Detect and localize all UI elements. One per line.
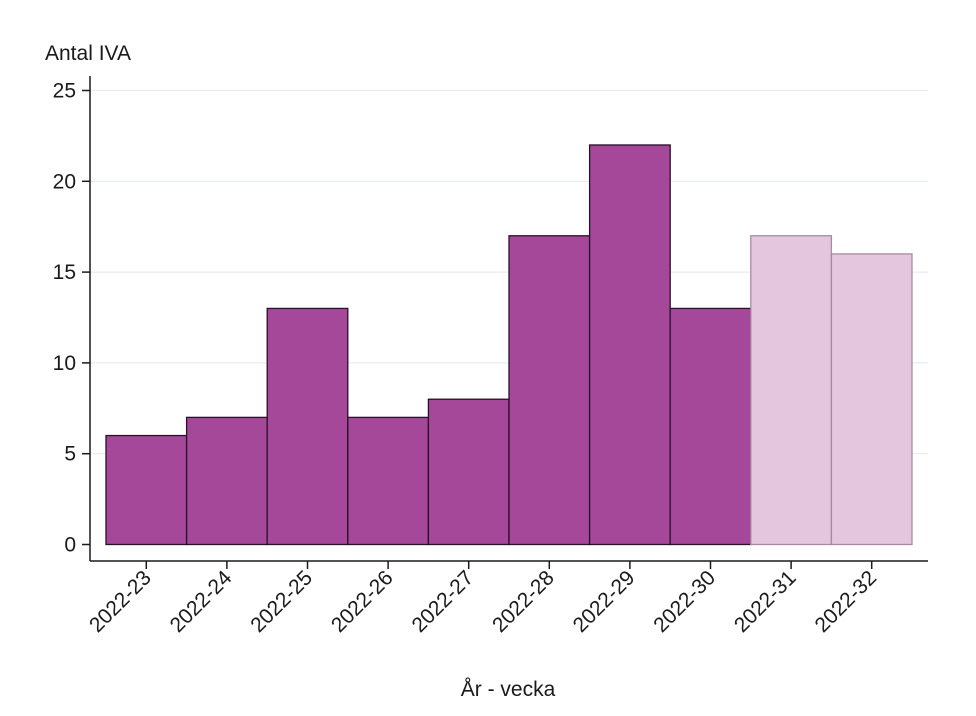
bar-preliminary <box>830 253 913 546</box>
x-tick-label: 2022-30 <box>649 566 720 637</box>
x-tick-label: 2022-31 <box>730 566 801 637</box>
x-tick-label: 2022-27 <box>407 566 478 637</box>
x-ticks: 2022-23 2022-24 2022-25 2022-26 2022-27 2022-… <box>85 561 881 637</box>
y-tick-label: 0 <box>64 534 76 557</box>
bars <box>105 144 913 546</box>
x-tick-label: 2022-24 <box>166 566 237 637</box>
y-axis-title: Antal IVA <box>45 42 131 65</box>
y-tick-label: 15 <box>53 261 76 284</box>
bar <box>508 235 591 546</box>
y-ticks: 0 5 10 15 20 25 <box>53 80 90 557</box>
bar <box>266 307 349 546</box>
x-tick-label: 2022-32 <box>810 566 881 637</box>
x-tick-label: 2022-23 <box>85 566 156 637</box>
x-tick-label: 2022-26 <box>327 566 398 637</box>
bar <box>427 398 510 546</box>
bar <box>105 434 188 546</box>
y-tick-label: 20 <box>53 170 76 193</box>
x-tick-label: 2022-25 <box>246 566 317 637</box>
bar-preliminary <box>750 235 833 546</box>
bar <box>588 144 671 546</box>
x-tick-label: 2022-28 <box>488 566 559 637</box>
y-tick-label: 5 <box>64 443 76 466</box>
axes <box>89 76 928 562</box>
bar <box>185 416 268 546</box>
y-tick-label: 10 <box>53 352 76 375</box>
bar <box>347 416 430 546</box>
x-axis-title: År - vecka <box>461 678 556 701</box>
x-tick-label: 2022-29 <box>569 566 640 637</box>
bar <box>669 307 752 546</box>
y-tick-label: 25 <box>53 80 76 103</box>
